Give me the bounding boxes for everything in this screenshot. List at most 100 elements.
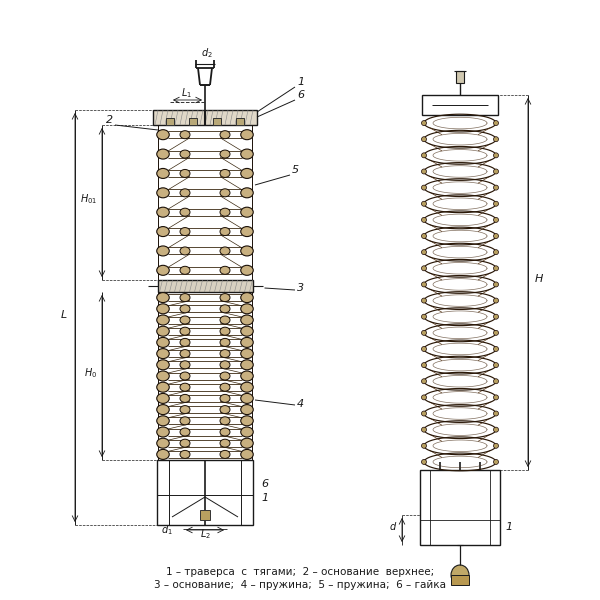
Ellipse shape: [241, 326, 253, 336]
Ellipse shape: [421, 314, 427, 319]
Ellipse shape: [180, 439, 190, 447]
Ellipse shape: [421, 137, 427, 142]
Bar: [456, 71, 464, 83]
Ellipse shape: [241, 427, 253, 437]
Ellipse shape: [241, 349, 253, 359]
Ellipse shape: [241, 404, 253, 415]
Ellipse shape: [241, 169, 253, 178]
Ellipse shape: [180, 361, 190, 369]
Ellipse shape: [220, 150, 230, 158]
Ellipse shape: [241, 360, 253, 370]
Ellipse shape: [157, 394, 169, 403]
Ellipse shape: [220, 327, 230, 335]
Text: 1: 1: [505, 522, 512, 532]
Ellipse shape: [157, 382, 169, 392]
Ellipse shape: [157, 188, 169, 198]
Bar: [422, 95, 498, 115]
Ellipse shape: [421, 460, 427, 464]
Ellipse shape: [157, 326, 169, 336]
Ellipse shape: [421, 185, 427, 190]
Ellipse shape: [241, 130, 253, 140]
Ellipse shape: [220, 227, 230, 236]
Bar: [236, 118, 244, 125]
Text: $H$: $H$: [534, 272, 544, 284]
Ellipse shape: [421, 411, 427, 416]
Ellipse shape: [241, 315, 253, 325]
Text: $H_0$: $H_0$: [84, 366, 97, 380]
Ellipse shape: [421, 427, 427, 432]
Ellipse shape: [493, 137, 499, 142]
Ellipse shape: [180, 227, 190, 236]
Ellipse shape: [493, 298, 499, 303]
Ellipse shape: [451, 565, 469, 585]
Ellipse shape: [241, 246, 253, 256]
Ellipse shape: [180, 327, 190, 335]
Ellipse shape: [421, 266, 427, 271]
Bar: [157, 280, 253, 292]
Ellipse shape: [493, 314, 499, 319]
Ellipse shape: [241, 293, 253, 302]
Ellipse shape: [180, 189, 190, 197]
Ellipse shape: [220, 131, 230, 139]
Ellipse shape: [421, 282, 427, 287]
Ellipse shape: [220, 305, 230, 313]
Ellipse shape: [180, 247, 190, 255]
Ellipse shape: [220, 208, 230, 216]
Text: 6: 6: [297, 90, 304, 100]
Text: 3: 3: [297, 283, 304, 293]
Text: 5: 5: [292, 165, 299, 175]
Ellipse shape: [157, 315, 169, 325]
Bar: [153, 110, 257, 125]
Ellipse shape: [157, 404, 169, 415]
Ellipse shape: [180, 451, 190, 458]
Ellipse shape: [421, 379, 427, 384]
Ellipse shape: [180, 169, 190, 178]
Ellipse shape: [493, 201, 499, 206]
Ellipse shape: [220, 394, 230, 403]
Bar: [157, 460, 253, 525]
Ellipse shape: [157, 438, 169, 448]
Ellipse shape: [493, 460, 499, 464]
Ellipse shape: [220, 383, 230, 391]
Ellipse shape: [493, 169, 499, 174]
Ellipse shape: [456, 101, 464, 109]
Ellipse shape: [220, 361, 230, 369]
Ellipse shape: [421, 362, 427, 368]
Ellipse shape: [421, 233, 427, 239]
Ellipse shape: [220, 293, 230, 302]
Ellipse shape: [157, 293, 169, 302]
Bar: [213, 118, 221, 125]
Ellipse shape: [220, 189, 230, 197]
Ellipse shape: [180, 428, 190, 436]
Ellipse shape: [180, 305, 190, 313]
Ellipse shape: [220, 406, 230, 413]
Ellipse shape: [220, 266, 230, 274]
Ellipse shape: [157, 246, 169, 256]
Ellipse shape: [220, 316, 230, 324]
Ellipse shape: [180, 406, 190, 413]
Ellipse shape: [493, 250, 499, 254]
Ellipse shape: [220, 451, 230, 458]
Ellipse shape: [220, 350, 230, 358]
Ellipse shape: [180, 383, 190, 391]
Ellipse shape: [180, 394, 190, 403]
Ellipse shape: [241, 304, 253, 314]
Ellipse shape: [241, 337, 253, 347]
Ellipse shape: [421, 217, 427, 223]
Text: $L_2$: $L_2$: [200, 527, 211, 541]
Text: 1: 1: [261, 493, 268, 503]
Ellipse shape: [157, 449, 169, 460]
Ellipse shape: [220, 338, 230, 346]
Ellipse shape: [220, 417, 230, 425]
Ellipse shape: [241, 227, 253, 236]
Ellipse shape: [157, 337, 169, 347]
Ellipse shape: [493, 395, 499, 400]
Ellipse shape: [241, 438, 253, 448]
Ellipse shape: [421, 153, 427, 158]
Ellipse shape: [241, 416, 253, 426]
Ellipse shape: [157, 130, 169, 140]
Bar: [420, 470, 500, 545]
Ellipse shape: [421, 298, 427, 303]
Ellipse shape: [241, 207, 253, 217]
Text: 6: 6: [261, 479, 268, 489]
